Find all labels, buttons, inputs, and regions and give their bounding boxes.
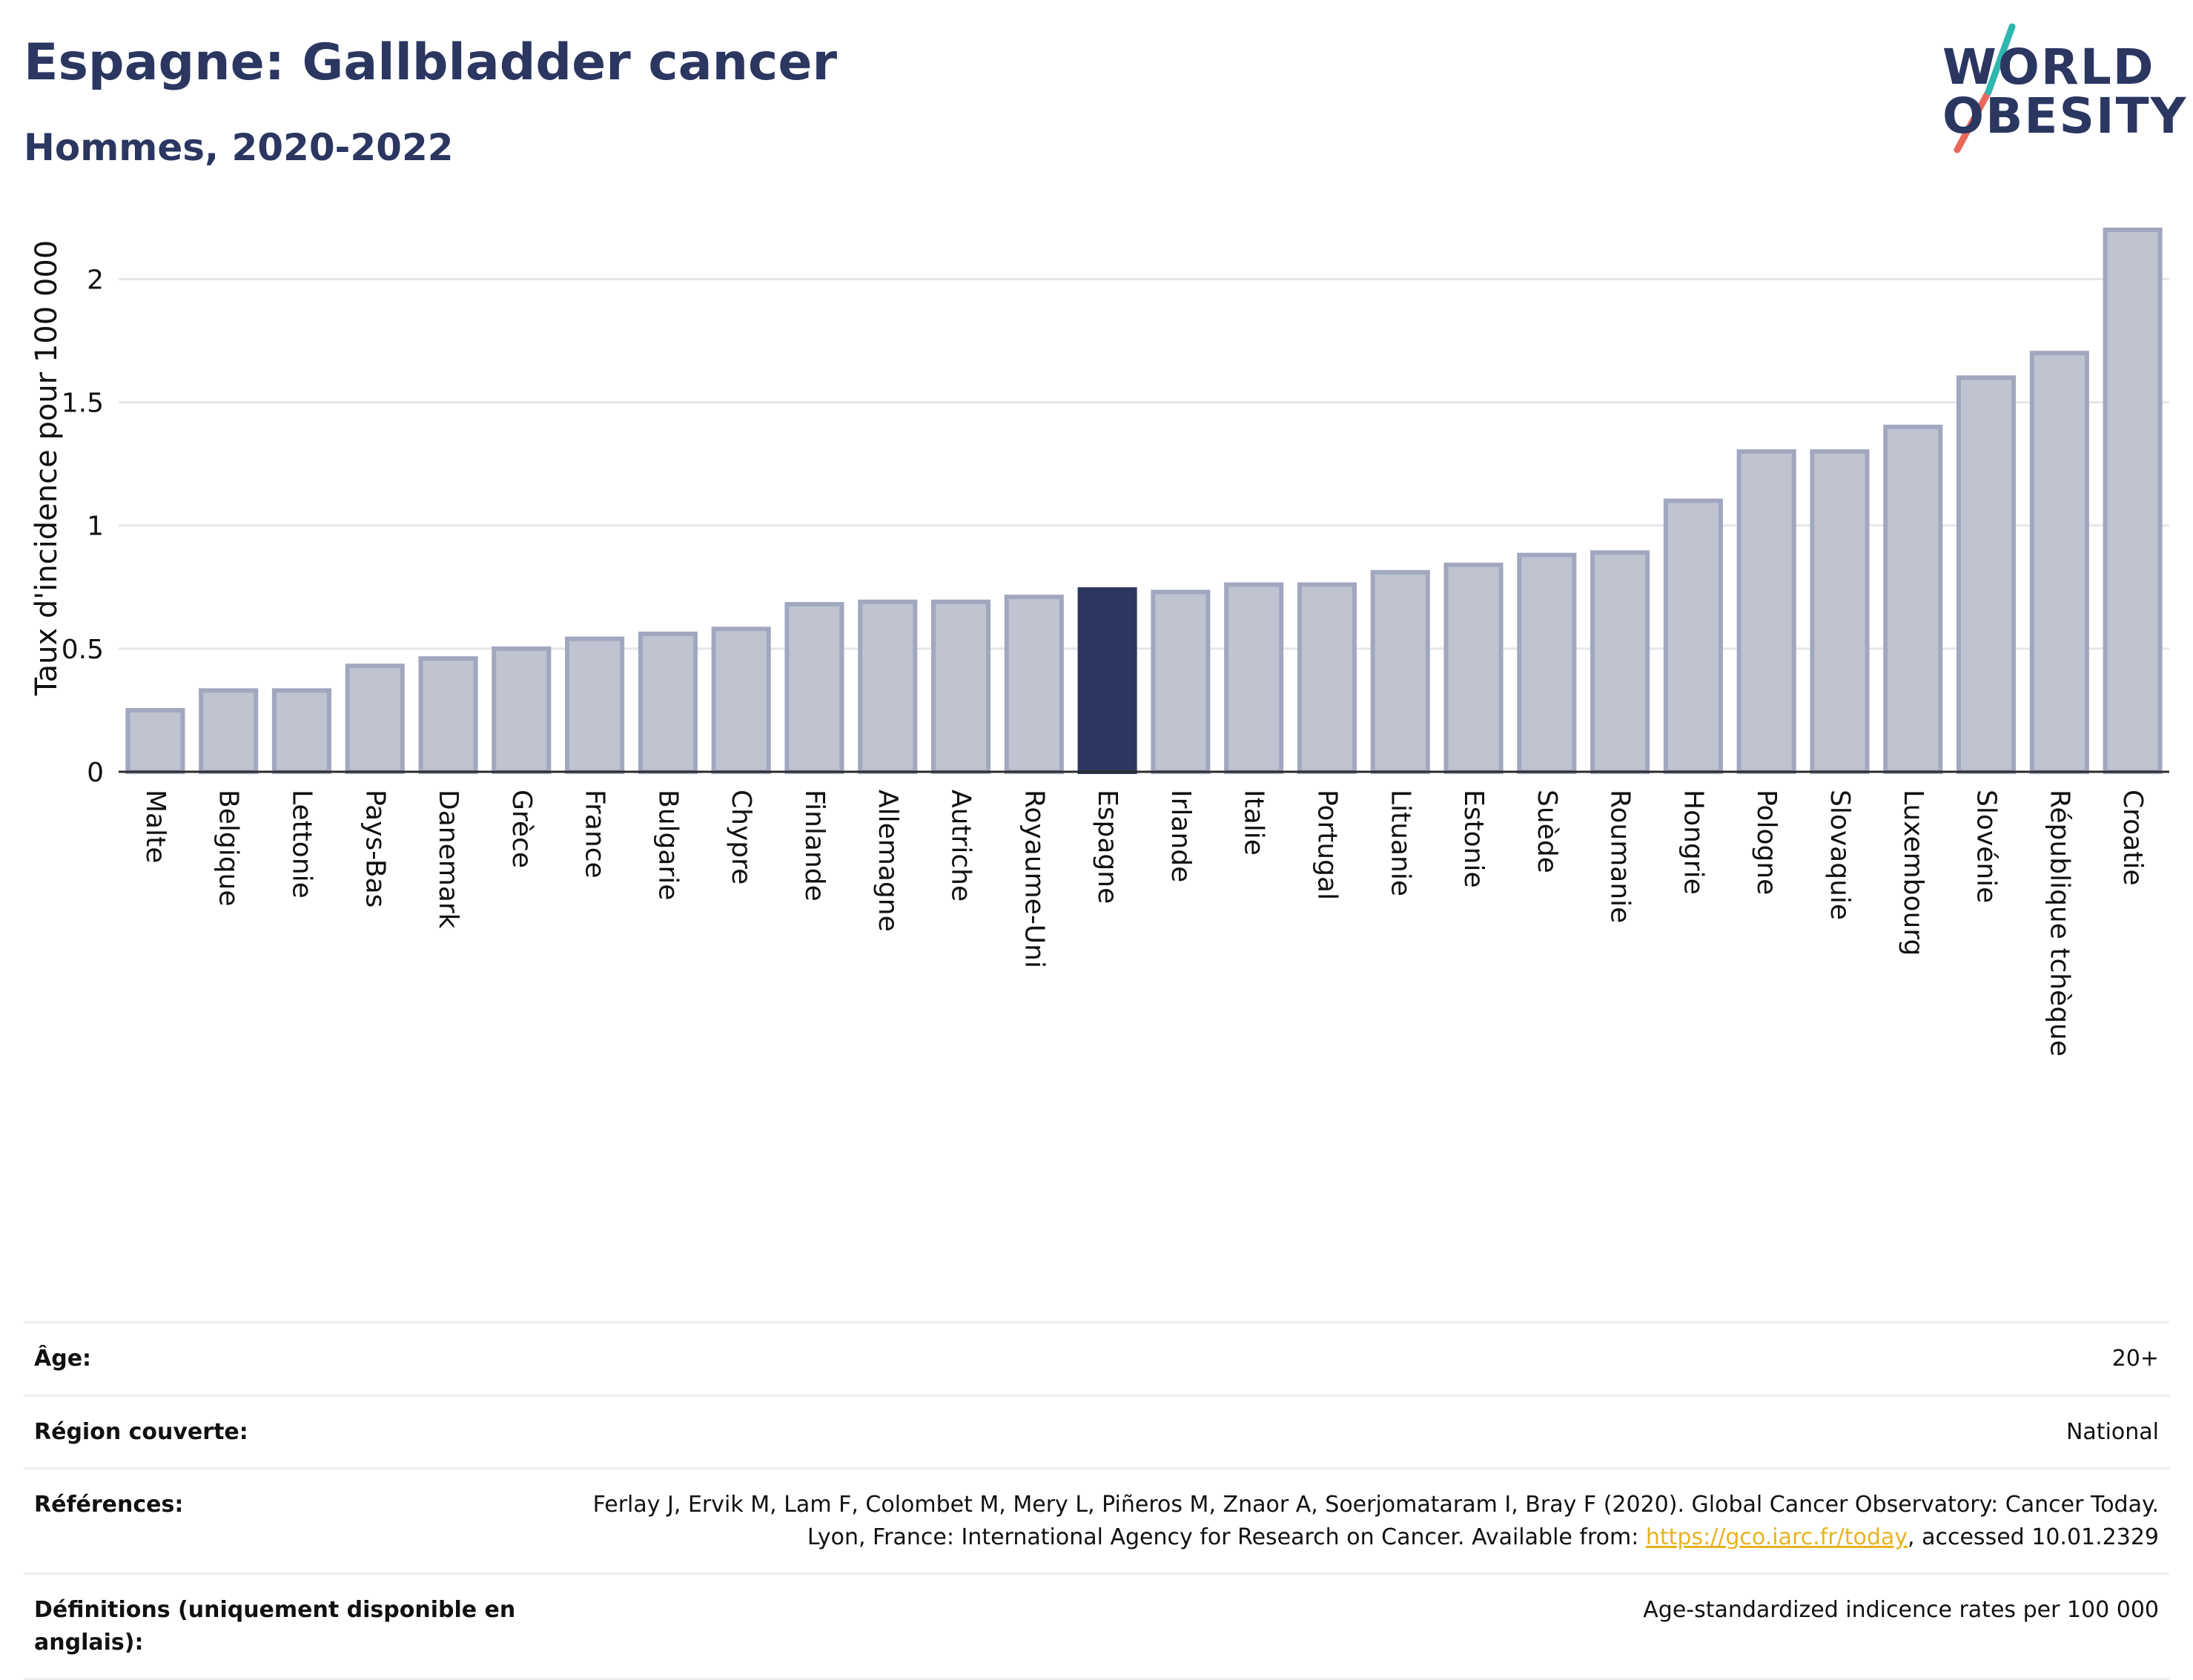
bar[interactable] xyxy=(199,688,259,774)
bar[interactable] xyxy=(1663,498,1723,774)
info-label-definitions: Définitions (uniquement disponible en an… xyxy=(34,1597,516,1656)
x-tick-label: France xyxy=(580,790,610,879)
references-link[interactable]: https://gco.iarc.fr/today xyxy=(1645,1524,1908,1550)
info-label-references: Références: xyxy=(34,1492,184,1518)
x-tick-label: Allemagne xyxy=(873,790,903,932)
x-tick-label: Roumanie xyxy=(1605,790,1635,923)
info-row-age: Âge: 20+ xyxy=(24,1322,2169,1396)
x-tick-label: Malte xyxy=(140,790,171,863)
x-tick-label: Grèce xyxy=(506,790,537,868)
x-tick-label: Suède xyxy=(1532,790,1562,873)
bar[interactable] xyxy=(1883,424,1943,774)
x-tick-label: Irlande xyxy=(1165,790,1196,882)
x-tick-label: Belgique xyxy=(214,790,244,907)
x-tick-label: République tchèque xyxy=(2044,790,2074,1056)
bar[interactable] xyxy=(638,631,698,774)
bar[interactable] xyxy=(1224,582,1284,774)
logo-text-world: WORLD xyxy=(1942,39,2155,96)
bar[interactable] xyxy=(1590,550,1650,774)
bar-highlighted[interactable] xyxy=(1077,587,1137,774)
bar[interactable] xyxy=(2103,228,2163,774)
info-label-region: Région couverte: xyxy=(34,1418,248,1445)
bar[interactable] xyxy=(711,626,771,774)
info-value-references: Ferlay J, Ervik M, Lam F, Colombet M, Me… xyxy=(534,1469,2169,1574)
bar[interactable] xyxy=(1370,569,1430,774)
x-tick-label: Espagne xyxy=(1092,790,1122,904)
x-tick-label: Chypre xyxy=(726,790,756,884)
bar[interactable] xyxy=(1004,595,1064,774)
bar[interactable] xyxy=(125,707,185,775)
y-tick-labels: 0 0.5 1 1.5 2 xyxy=(62,265,104,788)
x-tick-label: Autriche xyxy=(946,790,976,902)
bar[interactable] xyxy=(858,599,918,774)
x-tick-label: Portugal xyxy=(1312,790,1342,900)
x-tick-label: Royaume-Uni xyxy=(1019,790,1049,968)
bar[interactable] xyxy=(418,656,478,774)
info-value-age: 20+ xyxy=(2111,1346,2159,1372)
y-tick-label: 2 xyxy=(87,265,104,295)
bar[interactable] xyxy=(930,599,991,774)
info-row-region: Région couverte: National xyxy=(24,1395,2169,1469)
x-tick-label: Finlande xyxy=(799,790,830,902)
bar[interactable] xyxy=(1736,449,1796,775)
info-value-definitions: Age-standardized indicence rates per 100… xyxy=(1643,1597,2159,1623)
x-tick-label: Slovaquie xyxy=(1825,790,1855,920)
y-tick-label: 0.5 xyxy=(62,635,104,665)
info-row-definitions: Définitions (uniquement disponible en an… xyxy=(24,1573,2169,1679)
x-tick-label: Pologne xyxy=(1751,790,1782,895)
bar[interactable] xyxy=(1151,589,1211,775)
y-axis-label: Taux d'incidence pour 100 000 xyxy=(30,240,64,696)
bar[interactable] xyxy=(1297,582,1357,774)
bar[interactable] xyxy=(1517,552,1577,774)
bar[interactable] xyxy=(1956,375,2017,774)
bar[interactable] xyxy=(2029,351,2089,774)
info-row-references: Références: Ferlay J, Ervik M, Lam F, Co… xyxy=(24,1468,2169,1574)
x-tick-label: Estonie xyxy=(1458,790,1489,888)
bar[interactable] xyxy=(271,688,332,774)
bar[interactable] xyxy=(492,646,552,775)
x-tick-label: Croatie xyxy=(2117,790,2148,886)
info-table: Âge: 20+ Région couverte: National Référ… xyxy=(24,1321,2169,1680)
references-text: Ferlay J, Ervik M, Lam F, Colombet M, Me… xyxy=(592,1492,2159,1550)
chart-title: Espagne: Gallbladder cancer xyxy=(24,33,837,92)
world-obesity-logo: WORLD OBESITY xyxy=(1920,22,2186,156)
bar[interactable] xyxy=(1443,562,1504,775)
y-tick-label: 0 xyxy=(87,758,104,788)
x-tick-labels: Malte Belgique Lettonie Pays-Bas Danemark Grè… xyxy=(140,790,2148,1056)
bar[interactable] xyxy=(1810,449,1870,775)
x-tick-label: Hongrie xyxy=(1678,790,1708,895)
info-label-age: Âge: xyxy=(34,1346,92,1372)
x-tick-label: Italie xyxy=(1239,790,1269,856)
x-tick-label: Danemark xyxy=(433,790,463,929)
x-tick-label: Luxembourg xyxy=(1898,790,1928,956)
x-tick-label: Bulgarie xyxy=(652,790,683,900)
x-tick-label: Pays-Bas xyxy=(360,790,390,907)
bars xyxy=(125,228,2163,775)
info-value-region: National xyxy=(2065,1418,2159,1445)
bar[interactable] xyxy=(345,664,405,775)
x-tick-label: Lettonie xyxy=(286,790,317,899)
bar[interactable] xyxy=(784,602,844,775)
bar[interactable] xyxy=(565,636,625,775)
bar-chart: 0 0.5 1 1.5 2 Malte Belgique Lettonie Pays-Bas D… xyxy=(30,228,2169,1056)
y-tick-label: 1 xyxy=(87,512,104,542)
x-tick-label: Lituanie xyxy=(1385,790,1415,896)
logo-slash-icon xyxy=(1954,23,2016,153)
references-accessed: , accessed 10.01.2329 xyxy=(1908,1524,2159,1550)
logo-text-obesity: OBESITY xyxy=(1942,87,2188,145)
chart-subtitle: Hommes, 2020-2022 xyxy=(24,126,454,169)
x-tick-label: Slovénie xyxy=(1971,790,2002,903)
y-tick-label: 1.5 xyxy=(62,388,104,419)
